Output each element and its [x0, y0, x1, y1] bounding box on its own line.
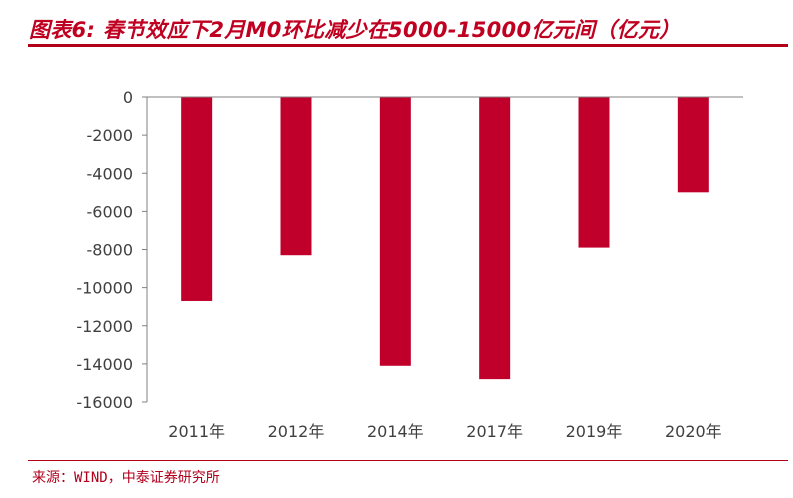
x-tick-label: 2014年	[367, 422, 424, 441]
y-tick-label: -16000	[76, 393, 133, 412]
y-tick-label: -12000	[76, 317, 133, 336]
y-tick-label: -10000	[76, 279, 133, 298]
chart-title: 图表6: 春节效应下2月M0环比减少在5000-15000亿元间（亿元）	[29, 18, 681, 42]
x-tick-label: 2017年	[466, 422, 523, 441]
y-tick-label: -2000	[87, 126, 134, 145]
x-tick-label: 2019年	[566, 422, 623, 441]
x-axis-labels: 2011年 2012年 2014年 2017年 2019年 2020年	[168, 422, 721, 441]
y-tick-label: -8000	[87, 241, 134, 260]
bar-2011年	[181, 97, 213, 301]
title-divider	[28, 44, 788, 47]
x-tick-label: 2012年	[268, 422, 325, 441]
bar-2017年	[479, 97, 511, 380]
bar-2014年	[379, 97, 411, 366]
y-tick-label: -14000	[76, 355, 133, 374]
y-axis-ticks: 0 -2000 -4000 -6000 -8000 -10000 -12000 -14000 -…	[76, 88, 147, 412]
y-tick-label: -6000	[87, 202, 134, 221]
bar-chart: 0 -2000 -4000 -6000 -8000 -10000 -12000 -14000 -…	[76, 88, 743, 441]
y-tick-label: 0	[123, 88, 133, 107]
x-tick-label: 2020年	[665, 422, 722, 441]
source-note: 来源：WIND，中泰证券研究所	[32, 470, 220, 486]
x-tick-label: 2011年	[168, 422, 225, 441]
bar-2012年	[280, 97, 312, 256]
source-divider	[28, 460, 788, 461]
bar-series	[181, 97, 709, 380]
chart-area: 0 -2000 -4000 -6000 -8000 -10000 -12000 -14000 -…	[0, 50, 793, 455]
bar-2020年	[677, 97, 709, 193]
bar-2019年	[578, 97, 610, 248]
y-tick-label: -4000	[87, 164, 134, 183]
